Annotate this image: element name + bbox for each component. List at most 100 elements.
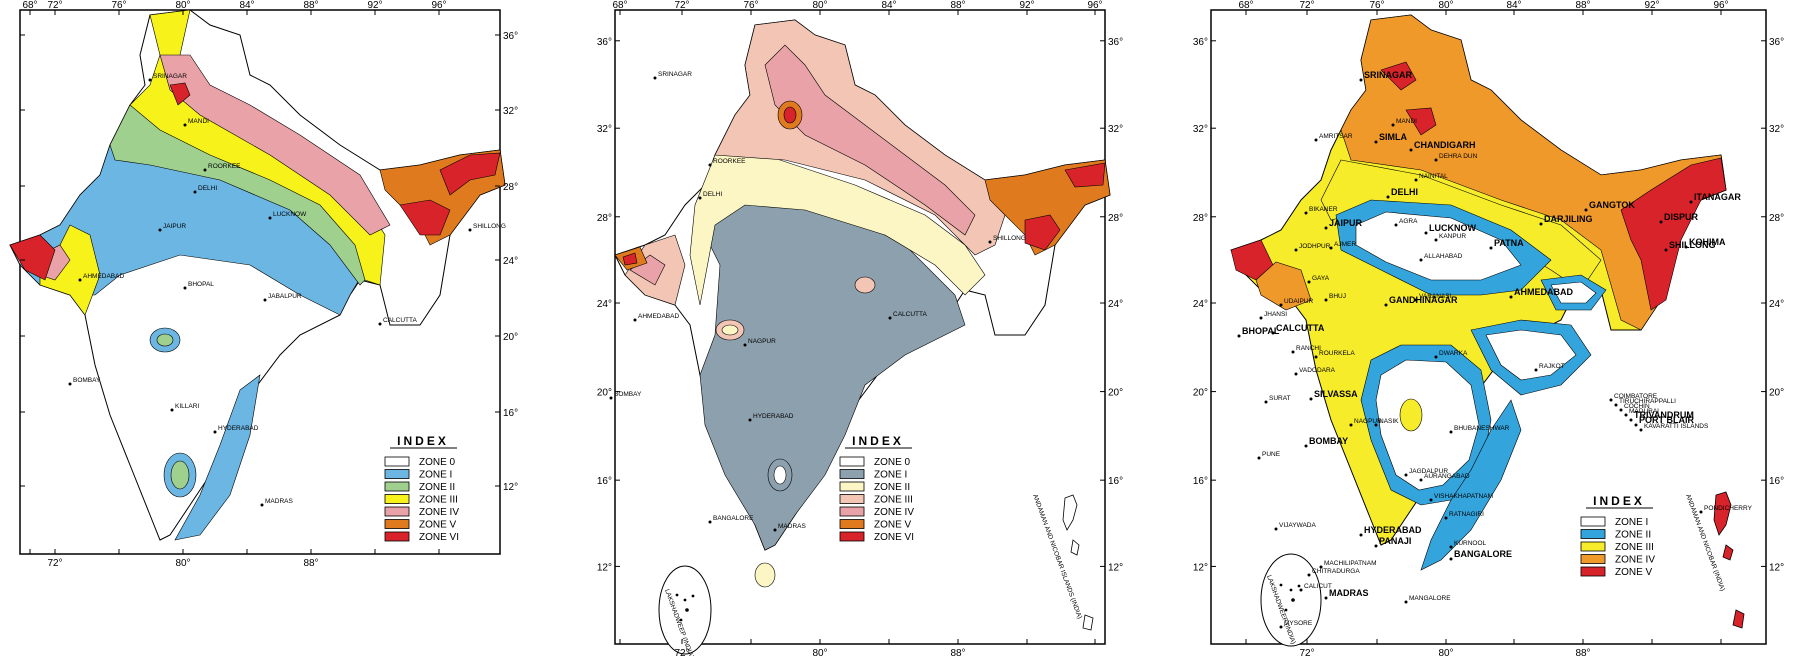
city-label: MANGALORE: [1409, 595, 1451, 602]
zone-4-kutch: [1255, 261, 1312, 311]
city-label: JAIPUR: [1329, 218, 1363, 228]
legend-title: INDEX: [852, 434, 904, 448]
zone-island-2-core: [170, 460, 190, 490]
latitude-ticks: 36° 32° 28° 24° 20° 16° 12°: [20, 31, 518, 493]
city-label: PANAJI: [1379, 536, 1411, 546]
city-label: RATNAGIRI: [1449, 511, 1484, 518]
longitude-ticks: 68° 72° 72° 76° 80° 80° 84° 88° 88° 92° 96°: [1238, 0, 1728, 659]
city-label: TRIVANDRUM: [1634, 410, 1694, 420]
city-label: LUCKNOW: [1429, 223, 1476, 233]
city-marker: [1434, 355, 1438, 359]
city-label: NAINITAL: [1419, 173, 1448, 180]
city-label: BHOPAL: [1242, 326, 1280, 336]
city-marker: [1279, 303, 1283, 307]
lat-tick-label-left: 24°: [1193, 299, 1208, 310]
city-label: DELHI: [198, 185, 217, 192]
map-seismic-zones-2: LAKSHADWEEP (INDIA) ANDAMAN AND NICOBAR …: [597, 0, 1123, 659]
city-marker: [1294, 248, 1298, 252]
legend-title: INDEX: [397, 434, 449, 448]
city-label: KAVARATTI ISLANDS: [1644, 423, 1709, 430]
city-marker: [260, 503, 264, 507]
city-marker: [1449, 557, 1453, 561]
lakshadweep-dots: [675, 593, 695, 622]
lon-tick-label-bottom: 80°: [1438, 648, 1453, 656]
city-marker: [1257, 456, 1261, 460]
lon-tick-label-top: 68°: [22, 0, 37, 11]
city-label: SHILLONG: [473, 223, 506, 230]
lon-tick-label-bottom: 72°: [47, 558, 62, 569]
lon-tick-label-top: 84°: [239, 0, 254, 11]
city-label: SILVASSA: [1314, 389, 1358, 399]
zone-6-ne: [439, 152, 501, 196]
city-label: GANGTOK: [1589, 200, 1635, 210]
city-marker: [1304, 211, 1308, 215]
city-marker: [1489, 246, 1493, 250]
city-label: PATNA: [1494, 238, 1524, 248]
city-label: DEHRA DUN: [1439, 153, 1478, 160]
city-label: CALICUT: [1304, 583, 1332, 590]
lat-tick-label-left: 32°: [1193, 124, 1208, 135]
legend-swatch: [839, 506, 865, 517]
city-marker: [1319, 565, 1323, 569]
city-marker: [1391, 123, 1395, 127]
zone-6-ne-east: [1064, 162, 1106, 188]
lon-tick-label-bottom: 88°: [303, 558, 318, 569]
legend-label: ZONE I: [419, 470, 452, 481]
lon-tick-label-top: 68°: [1238, 0, 1253, 11]
city-marker: [1314, 355, 1318, 359]
city-label: NAGPUR: [1354, 418, 1382, 425]
city-labels: SRINAGAR MANDI AMRITSAR SIMLA CHANDIGARH DEHR…: [1237, 70, 1753, 629]
city-marker: [1614, 403, 1618, 407]
lat-tick-label: 24°: [503, 256, 518, 267]
city-label: SRINAGAR: [1364, 70, 1413, 80]
city-label: MADRAS: [778, 523, 806, 530]
lat-tick-label-left: 28°: [1193, 213, 1208, 224]
city-marker: [1659, 220, 1663, 224]
city-marker: [78, 278, 82, 282]
city-marker: [1629, 418, 1633, 422]
city-marker: [888, 316, 892, 320]
city-marker: [1374, 423, 1378, 427]
city-marker: [1434, 238, 1438, 242]
city-label: RAJKOT: [1539, 363, 1565, 370]
city-label: BHUJ: [1329, 293, 1346, 300]
lakshadweep-dots: [1279, 583, 1301, 612]
city-label: BOMBAY: [614, 391, 642, 398]
latitude-ticks: 36° 36° 32° 32° 28° 28° 24° 24° 20° 20° 16° 16° 12° 1…: [597, 37, 1123, 574]
city-label: NAGPUR: [748, 338, 776, 345]
legend-label: ZONE 0: [874, 457, 911, 468]
city-label: HYDERABAD: [753, 413, 794, 420]
city-label: TIRUCHIRAPPALLI: [1619, 398, 1676, 405]
legend-label: ZONE IV: [874, 507, 914, 518]
legend-swatch: [384, 519, 410, 529]
lat-tick-label: 32°: [1769, 124, 1784, 135]
city-label: KURNOOL: [1454, 540, 1487, 547]
city-label: SHILLONG: [1669, 240, 1716, 250]
city-marker: [68, 382, 72, 386]
city-label: HYDERABAD: [218, 425, 259, 432]
city-marker: [1307, 280, 1311, 284]
city-label: MADRAS: [265, 498, 293, 505]
city-label: BOMBAY: [73, 377, 101, 384]
legend-label: ZONE III: [419, 495, 458, 506]
lon-tick-label-top: 80°: [812, 0, 827, 11]
city-label: GAYA: [1312, 275, 1330, 282]
lon-tick-label-top: 88°: [950, 0, 965, 11]
legend-swatch: [384, 494, 410, 504]
city-marker: [170, 408, 174, 412]
city-marker: [609, 396, 613, 400]
legend-swatch: [839, 519, 865, 529]
city-label: DARJILING: [1544, 214, 1593, 224]
city-label: DWARKA: [1439, 350, 1468, 357]
city-marker: [698, 196, 702, 200]
city-marker: [268, 216, 272, 220]
lat-tick-label: 16°: [1108, 476, 1123, 487]
lat-tick-label: 32°: [1108, 124, 1123, 135]
city-label: VISHAKHAPATNAM: [1434, 493, 1493, 500]
lat-tick-label-left: 36°: [597, 37, 612, 48]
city-label: NASIK: [1379, 418, 1399, 425]
lon-tick-label-top: 68°: [612, 0, 627, 11]
city-label: VIJAYWADA: [1279, 522, 1317, 529]
city-marker: [148, 78, 152, 82]
